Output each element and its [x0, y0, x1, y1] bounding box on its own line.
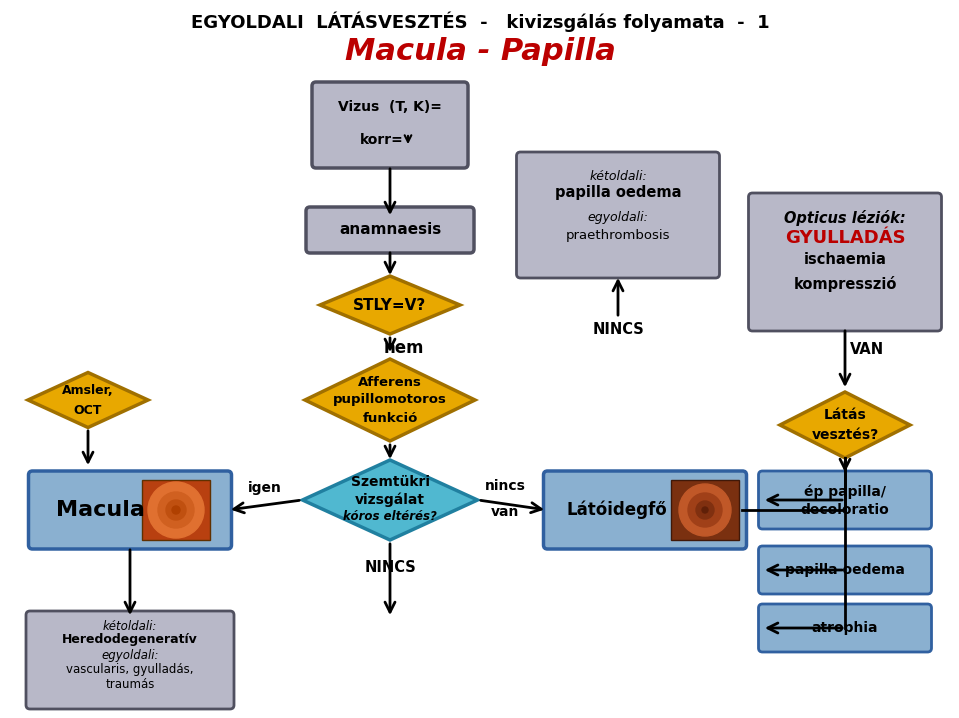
Text: GYULLADÁS: GYULLADÁS [784, 229, 905, 247]
Text: atrophia: atrophia [811, 621, 878, 635]
Text: igen: igen [248, 481, 282, 495]
Circle shape [702, 507, 708, 513]
Text: vascularis, gyulladás,: vascularis, gyulladás, [66, 663, 194, 676]
FancyBboxPatch shape [749, 193, 942, 331]
Circle shape [679, 484, 731, 536]
FancyBboxPatch shape [671, 480, 739, 540]
Circle shape [148, 482, 204, 538]
FancyBboxPatch shape [312, 82, 468, 168]
Text: EGYOLDALI  LÁTÁSVESZTÉS  -   kivizsgálás folyamata  -  1: EGYOLDALI LÁTÁSVESZTÉS - kivizsgálás fol… [191, 11, 769, 32]
Text: STLY=V?: STLY=V? [353, 297, 427, 312]
Circle shape [158, 492, 194, 528]
Text: kétoldali:: kétoldali: [589, 170, 647, 184]
Text: ischaemia: ischaemia [804, 253, 886, 268]
Text: Macula - Papilla: Macula - Papilla [344, 37, 616, 67]
Circle shape [172, 506, 180, 514]
Text: vesztés?: vesztés? [811, 428, 878, 442]
Text: papilla oedema: papilla oedema [554, 185, 681, 200]
Text: NINCS: NINCS [364, 561, 416, 576]
FancyBboxPatch shape [26, 611, 234, 709]
Polygon shape [302, 460, 478, 540]
FancyBboxPatch shape [759, 471, 931, 529]
Polygon shape [780, 392, 910, 458]
Text: vizsgálat: vizsgálat [355, 493, 425, 507]
Text: OCT: OCT [74, 404, 103, 416]
Text: Vizus  (T, K)=: Vizus (T, K)= [339, 100, 442, 114]
Text: funkció: funkció [363, 411, 418, 424]
Text: praethrombosis: praethrombosis [566, 228, 670, 241]
Text: korr=: korr= [361, 133, 404, 147]
Text: nincs: nincs [484, 479, 526, 493]
Text: papilla oedema: papilla oedema [785, 563, 905, 577]
Text: egyoldali:: egyoldali: [588, 210, 648, 223]
Text: ép papilla/: ép papilla/ [804, 485, 886, 499]
Text: kóros eltérés?: kóros eltérés? [343, 510, 437, 523]
Text: nem: nem [384, 339, 424, 357]
FancyBboxPatch shape [544, 471, 746, 549]
Text: Látás: Látás [824, 408, 866, 422]
Text: VAN: VAN [850, 342, 884, 357]
Text: Opticus léziók:: Opticus léziók: [784, 210, 906, 226]
Text: NINCS: NINCS [592, 322, 643, 337]
Text: kétoldali:: kétoldali: [103, 620, 157, 633]
FancyBboxPatch shape [517, 152, 719, 278]
Polygon shape [305, 359, 475, 441]
Text: Szemtükri: Szemtükri [350, 475, 430, 489]
Text: Látóidegfő: Látóidegfő [567, 500, 667, 519]
Text: Heredodegeneratív: Heredodegeneratív [62, 633, 198, 646]
Text: traumás: traumás [105, 679, 154, 691]
Text: decoloratio: decoloratio [801, 503, 889, 517]
FancyBboxPatch shape [759, 604, 931, 652]
Text: pupillomotoros: pupillomotoros [333, 393, 447, 406]
Text: egyoldali:: egyoldali: [102, 648, 159, 661]
Text: Afferens: Afferens [358, 376, 422, 388]
Text: kompresszió: kompresszió [793, 276, 897, 292]
Circle shape [688, 493, 722, 527]
Polygon shape [28, 373, 148, 427]
FancyBboxPatch shape [306, 207, 474, 253]
Text: Amsler,: Amsler, [62, 383, 114, 396]
Polygon shape [320, 276, 460, 334]
Circle shape [696, 501, 714, 519]
FancyBboxPatch shape [759, 546, 931, 594]
Text: anamnaesis: anamnaesis [339, 223, 441, 238]
Text: Macula: Macula [56, 500, 145, 520]
FancyBboxPatch shape [29, 471, 231, 549]
FancyBboxPatch shape [142, 480, 210, 540]
Circle shape [166, 500, 186, 520]
Text: van: van [491, 505, 519, 519]
